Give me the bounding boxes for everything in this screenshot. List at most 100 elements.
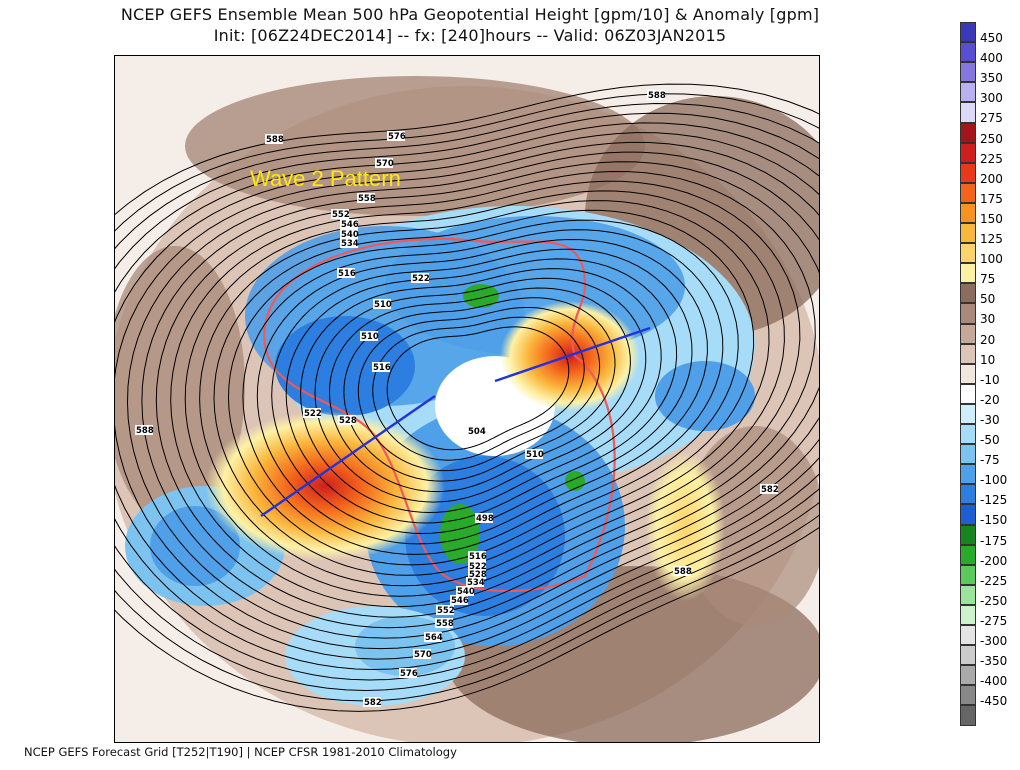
chart-title: NCEP GEFS Ensemble Mean 500 hPa Geopoten… [0, 4, 940, 46]
colorbar-swatch [960, 243, 976, 263]
colorbar-swatch [960, 525, 976, 545]
colorbar-entry: -175 [960, 525, 1018, 545]
colorbar-entry: 20 [960, 324, 1018, 344]
colorbar-entry: -200 [960, 545, 1018, 565]
colorbar-swatch [960, 384, 976, 404]
colorbar-swatch [960, 203, 976, 223]
colorbar-entry: 350 [960, 62, 1018, 82]
contour-label: 522 [412, 274, 430, 284]
colorbar-entry: -250 [960, 585, 1018, 605]
contour-label: 588 [674, 567, 692, 577]
contour-label: 582 [761, 485, 779, 495]
contour-label: 582 [364, 698, 382, 708]
colorbar-entry: 400 [960, 42, 1018, 62]
colorbar-swatch [960, 62, 976, 82]
colorbar-entry: 450 [960, 22, 1018, 42]
colorbar-entry: 10 [960, 344, 1018, 364]
colorbar-entry: 30 [960, 303, 1018, 323]
colorbar-entry: 300 [960, 82, 1018, 102]
colorbar-entry: -20 [960, 384, 1018, 404]
contour-label: 552 [332, 210, 350, 220]
colorbar-entry: -450 [960, 685, 1018, 705]
contour-label: 534 [341, 239, 359, 249]
contour-label: 576 [388, 132, 406, 142]
colorbar-entry: 50 [960, 283, 1018, 303]
colorbar-swatch [960, 223, 976, 243]
contour-label: 498 [476, 514, 494, 524]
contour-label: 588 [648, 91, 666, 101]
contour-label: 504 [468, 427, 486, 437]
colorbar-swatch [960, 102, 976, 122]
colorbar-entry: -125 [960, 484, 1018, 504]
colorbar-entry: 275 [960, 102, 1018, 122]
colorbar-entry: -350 [960, 645, 1018, 665]
contour-label: 588 [266, 135, 284, 145]
colorbar-entry: -275 [960, 605, 1018, 625]
contour-label: 546 [451, 596, 469, 606]
colorbar-swatch [960, 585, 976, 605]
colorbar-swatch [960, 324, 976, 344]
colorbar-entry: 250 [960, 123, 1018, 143]
colorbar-entry: -100 [960, 464, 1018, 484]
contour-label: 564 [425, 633, 443, 643]
colorbar-swatch [960, 404, 976, 424]
colorbar-entry: -300 [960, 625, 1018, 645]
contour-label: 576 [400, 669, 418, 679]
colorbar-entry: -50 [960, 424, 1018, 444]
colorbar-entry: 225 [960, 143, 1018, 163]
contour-label: 522 [304, 409, 322, 419]
title-line2: Init: [06Z24DEC2014] -- fx: [240]hours -… [0, 25, 940, 46]
colorbar-swatch [960, 263, 976, 283]
colorbar-swatch [960, 42, 976, 62]
colorbar-entry: -30 [960, 404, 1018, 424]
title-line1: NCEP GEFS Ensemble Mean 500 hPa Geopoten… [121, 5, 819, 24]
wave-2-pattern-label: Wave 2 Pattern [250, 166, 401, 191]
contour-label: 546 [341, 220, 359, 230]
contour-label: 510 [374, 300, 392, 310]
map-panel: 588 576 570 558 552 546 540 534 516 522 … [114, 55, 820, 743]
colorbar-entry: -150 [960, 504, 1018, 524]
colorbar-swatch [960, 82, 976, 102]
colorbar-swatch [960, 143, 976, 163]
colorbar-entry: -225 [960, 565, 1018, 585]
colorbar-swatch [960, 605, 976, 625]
colorbar-swatch [960, 283, 976, 303]
colorbar-entry: -400 [960, 665, 1018, 685]
colorbar-swatch [960, 545, 976, 565]
colorbar-entry: 175 [960, 183, 1018, 203]
colorbar-swatch [960, 665, 976, 685]
colorbar-swatch [960, 484, 976, 504]
contour-label: 558 [358, 194, 376, 204]
colorbar-swatch [960, 645, 976, 665]
colorbar-swatch [960, 444, 976, 464]
colorbar-swatch [960, 685, 976, 705]
colorbar-entry: -75 [960, 444, 1018, 464]
contour-label: 510 [526, 450, 544, 460]
colorbar-swatch [960, 705, 976, 725]
contour-label: 510 [361, 332, 379, 342]
colorbar-swatch [960, 504, 976, 524]
colorbar-swatch [960, 123, 976, 143]
colorbar-entry: 125 [960, 223, 1018, 243]
colorbar-entry: 100 [960, 243, 1018, 263]
colorbar-swatch [960, 163, 976, 183]
colorbar-swatch [960, 464, 976, 484]
colorbar-swatch [960, 565, 976, 585]
colorbar-entry: 75 [960, 263, 1018, 283]
colorbar-swatch [960, 303, 976, 323]
colorbar-swatch [960, 625, 976, 645]
colorbar-swatch [960, 183, 976, 203]
contour-label: 528 [339, 416, 357, 426]
colorbar-swatch [960, 22, 976, 42]
colorbar-entry [960, 705, 1018, 725]
contour-label: 516 [469, 552, 487, 562]
footer-caption: NCEP GEFS Forecast Grid [T252|T190] | NC… [24, 745, 457, 759]
colorbar-entry: -10 [960, 364, 1018, 384]
anomaly-colorbar: 450 400 350 300 275 250 225 200 175 150 125 100 75 50… [960, 22, 1018, 727]
contour-label: 558 [436, 619, 454, 629]
colorbar-entry: 150 [960, 203, 1018, 223]
colorbar-swatch [960, 344, 976, 364]
contour-label: 552 [437, 606, 455, 616]
colorbar-swatch [960, 364, 976, 384]
colorbar-swatch [960, 424, 976, 444]
